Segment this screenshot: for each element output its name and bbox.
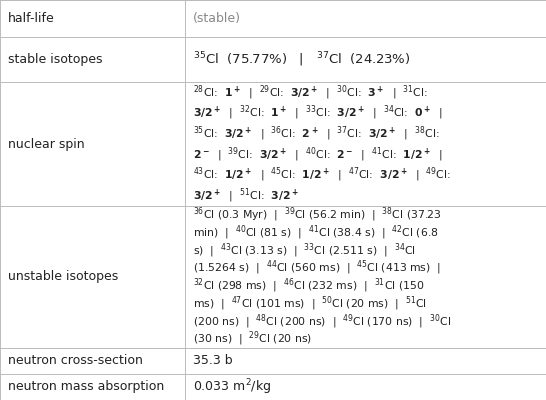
Text: stable isotopes: stable isotopes — [8, 53, 103, 66]
Text: $^{28}$Cl:  $\mathbf{1^+}$  |  $^{29}$Cl:  $\mathbf{3/2^+}$  |  $^{30}$Cl:  $\ma: $^{28}$Cl: $\mathbf{1^+}$ | $^{29}$Cl: $… — [193, 83, 428, 102]
Text: $^{35}$Cl:  $\mathbf{3/2^+}$  |  $^{36}$Cl:  $\mathbf{2^+}$  |  $^{37}$Cl:  $\ma: $^{35}$Cl: $\mathbf{3/2^+}$ | $^{36}$Cl:… — [193, 124, 440, 143]
Text: $\mathbf{3/2^+}$  |  $^{51}$Cl:  $\mathbf{3/2^+}$: $\mathbf{3/2^+}$ | $^{51}$Cl: $\mathbf{3… — [193, 186, 299, 205]
Text: ms)  |  $^{47}$Cl (101 ms)  |  $^{50}$Cl (20 ms)  |  $^{51}$Cl: ms) | $^{47}$Cl (101 ms) | $^{50}$Cl (20… — [193, 294, 427, 313]
Text: $\mathbf{2^-}$  |  $^{39}$Cl:  $\mathbf{3/2^+}$  |  $^{40}$Cl:  $\mathbf{2^-}$  : $\mathbf{2^-}$ | $^{39}$Cl: $\mathbf{3/2… — [193, 145, 443, 164]
Text: neutron mass absorption: neutron mass absorption — [8, 380, 164, 394]
Text: (1.5264 s)  |  $^{44}$Cl (560 ms)  |  $^{45}$Cl (413 ms)  |: (1.5264 s) | $^{44}$Cl (560 ms) | $^{45}… — [193, 259, 441, 277]
Text: half-life: half-life — [8, 12, 55, 25]
Text: $^{32}$Cl (298 ms)  |  $^{46}$Cl (232 ms)  |  $^{31}$Cl (150: $^{32}$Cl (298 ms) | $^{46}$Cl (232 ms) … — [193, 276, 424, 295]
Text: min)  |  $^{40}$Cl (81 s)  |  $^{41}$Cl (38.4 s)  |  $^{42}$Cl (6.8: min) | $^{40}$Cl (81 s) | $^{41}$Cl (38.… — [193, 223, 438, 242]
Text: (stable): (stable) — [193, 12, 241, 25]
Text: $\mathbf{3/2^+}$  |  $^{32}$Cl:  $\mathbf{1^+}$  |  $^{33}$Cl:  $\mathbf{3/2^+}$: $\mathbf{3/2^+}$ | $^{32}$Cl: $\mathbf{1… — [193, 104, 443, 122]
Text: 0.033 m$^2$/kg: 0.033 m$^2$/kg — [193, 377, 271, 397]
Text: neutron cross-section: neutron cross-section — [8, 354, 143, 367]
Text: nuclear spin: nuclear spin — [8, 138, 85, 150]
Text: unstable isotopes: unstable isotopes — [8, 270, 118, 284]
Text: $^{36}$Cl (0.3 Myr)  |  $^{39}$Cl (56.2 min)  |  $^{38}$Cl (37.23: $^{36}$Cl (0.3 Myr) | $^{39}$Cl (56.2 mi… — [193, 206, 442, 224]
Text: s)  |  $^{43}$Cl (3.13 s)  |  $^{33}$Cl (2.511 s)  |  $^{34}$Cl: s) | $^{43}$Cl (3.13 s) | $^{33}$Cl (2.5… — [193, 241, 416, 260]
Text: (200 ns)  |  $^{48}$Cl (200 ns)  |  $^{49}$Cl (170 ns)  |  $^{30}$Cl: (200 ns) | $^{48}$Cl (200 ns) | $^{49}$C… — [193, 312, 452, 330]
Text: $^{43}$Cl:  $\mathbf{1/2^+}$  |  $^{45}$Cl:  $\mathbf{1/2^+}$  |  $^{47}$Cl:  $\: $^{43}$Cl: $\mathbf{1/2^+}$ | $^{45}$Cl:… — [193, 166, 451, 184]
Text: 35.3 b: 35.3 b — [193, 354, 233, 367]
Text: (30 ns)  |  $^{29}$Cl (20 ns): (30 ns) | $^{29}$Cl (20 ns) — [193, 330, 312, 348]
Text: $^{35}$Cl  (75.77%)   |   $^{37}$Cl  (24.23%): $^{35}$Cl (75.77%) | $^{37}$Cl (24.23%) — [193, 50, 411, 69]
